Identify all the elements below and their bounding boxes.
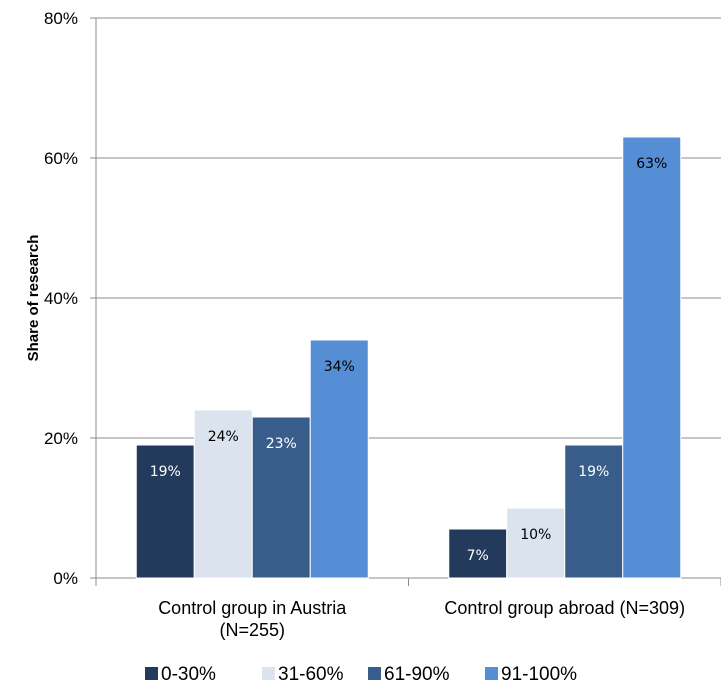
data-label: 23% xyxy=(266,436,297,452)
y-axis-label: Share of research xyxy=(25,235,42,362)
data-label: 24% xyxy=(208,429,239,445)
legend-swatch xyxy=(485,667,498,680)
legend-swatch xyxy=(262,667,275,680)
y-tick-label: 0% xyxy=(53,569,78,588)
data-label: 7% xyxy=(467,548,489,564)
legend-label: 91-100% xyxy=(501,664,577,685)
bars xyxy=(135,136,682,579)
y-tick-label: 40% xyxy=(44,289,78,308)
bar-91-100% xyxy=(622,136,682,579)
y-tick-labels: 0% 20% 40% 60% 80% xyxy=(44,9,78,588)
legend-label: 61-90% xyxy=(384,664,450,685)
category-label: Control group abroad (N=309) xyxy=(444,598,685,618)
bar-0-30% xyxy=(448,528,508,579)
category-label: Control group in Austria xyxy=(158,598,347,618)
bar-0-30% xyxy=(135,444,195,579)
category-label: (N=255) xyxy=(219,620,285,640)
bar-61-90% xyxy=(564,444,624,579)
y-tick-label: 20% xyxy=(44,429,78,448)
data-label: 10% xyxy=(520,527,551,543)
bar-91-100% xyxy=(309,339,369,579)
legend-label: 0-30% xyxy=(161,664,216,685)
bar-61-90% xyxy=(251,416,311,579)
data-labels: 19% 24% 23% 34% 7% 10% 19% 63% xyxy=(150,156,668,564)
y-tick-label: 60% xyxy=(44,149,78,168)
bar-31-60% xyxy=(193,409,253,579)
category-labels: Control group in Austria(N=255) Control g… xyxy=(158,598,685,640)
legend: 0-30% 31-60% 61-90% 91-100% xyxy=(145,664,577,685)
bar-31-60% xyxy=(506,507,566,579)
data-label: 63% xyxy=(636,156,667,172)
legend-swatch xyxy=(368,667,381,680)
gridlines xyxy=(96,17,721,439)
y-tick-label: 80% xyxy=(44,9,78,28)
legend-label: 31-60% xyxy=(278,664,344,685)
legend-swatch xyxy=(145,667,158,680)
data-label: 34% xyxy=(324,359,355,375)
data-label: 19% xyxy=(150,464,181,480)
data-label: 19% xyxy=(578,464,609,480)
